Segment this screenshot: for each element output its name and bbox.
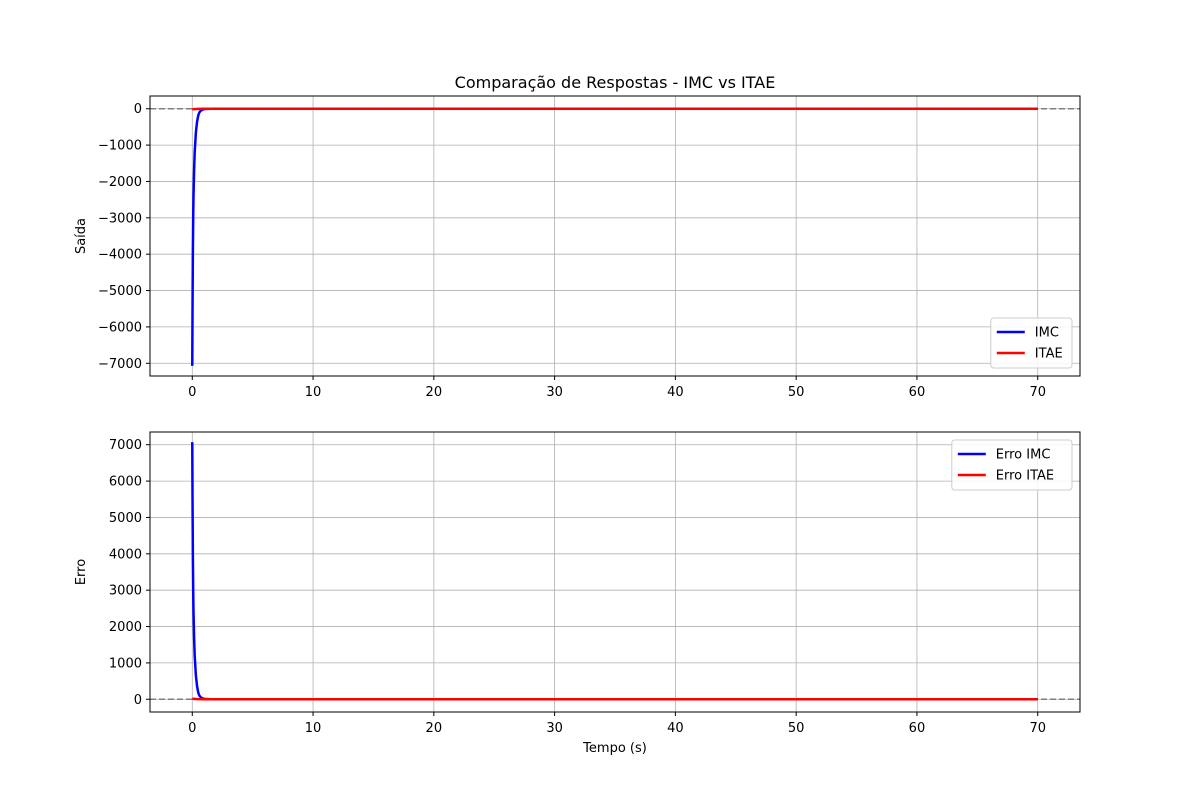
y-tick-label: −6000 [98,320,142,335]
y-tick-label: 3000 [109,584,142,599]
chart-title: Comparação de Respostas - IMC vs ITAE [455,73,776,92]
legend-label: ITAE [1035,347,1063,362]
legend-label: Erro IMC [996,448,1051,463]
y-axis-label: Erro [74,559,89,585]
y-tick-label: −5000 [98,284,142,299]
x-tick-label: 50 [788,385,805,400]
y-tick-label: −7000 [98,357,142,372]
legend-label: IMC [1035,326,1059,341]
y-axis-label: Saída [74,218,89,254]
x-tick-label: 20 [426,721,443,736]
y-tick-label: 0 [134,102,142,117]
series-line-erro-itae [192,697,1038,701]
y-tick-label: 7000 [109,438,142,453]
axes-frame [149,95,1081,377]
legend-label: Erro ITAE [996,469,1054,484]
x-axis-label: Tempo (s) [582,741,647,756]
y-tick-label: 2000 [109,620,142,635]
bottom-axes-error: 0 10 20 30 40 50 60 70 0 1000 2000 3000 4000 5000 6000… [74,431,1081,756]
x-tick-label: 60 [909,721,926,736]
x-tick-label: 20 [426,385,443,400]
y-tick-label: −3000 [98,211,142,226]
legend-box [951,439,1073,491]
y-tick-label: 0 [134,693,142,708]
x-tick-label: 30 [546,385,563,400]
x-tick-label: 0 [188,721,196,736]
x-tick-label: 10 [305,721,322,736]
x-tick-label: 70 [1029,721,1046,736]
y-tick-label: 6000 [109,475,142,490]
y-tick-label: 5000 [109,511,142,526]
x-tick-label: 40 [667,385,684,400]
x-tick-label: 0 [188,385,196,400]
y-tick-label: −1000 [98,139,142,154]
axes-frame [149,431,1081,713]
y-tick-label: −2000 [98,175,142,190]
x-tick-label: 10 [305,385,322,400]
y-tick-label: 1000 [109,656,142,671]
x-tick-label: 50 [788,721,805,736]
x-tick-label: 30 [546,721,563,736]
x-tick-label: 60 [909,385,926,400]
x-tick-label: 70 [1029,385,1046,400]
legend-box [990,317,1073,369]
x-tick-label: 40 [667,721,684,736]
series-line-itae [192,107,1038,111]
top-axes-response: 0 10 20 30 40 50 60 70 −7000 −6000 −5000 −4000 −3000… [74,95,1081,400]
y-tick-label: −4000 [98,248,142,263]
y-tick-label: 4000 [109,547,142,562]
